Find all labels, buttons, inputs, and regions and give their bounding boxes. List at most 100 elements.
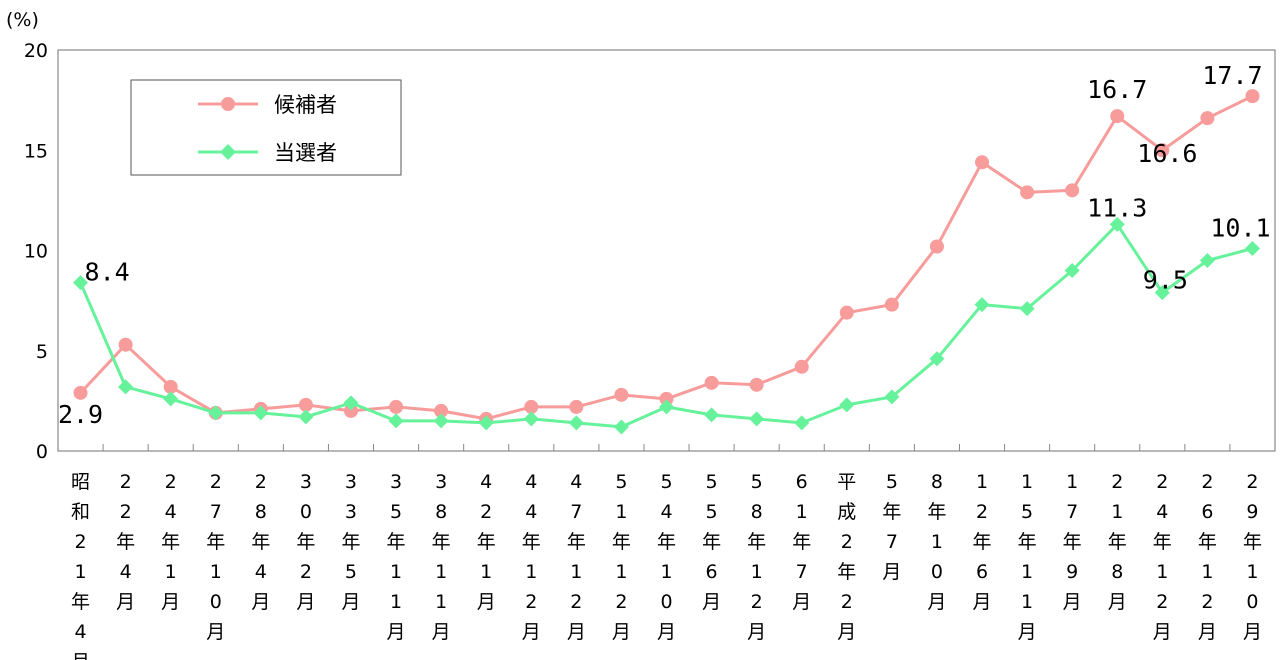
plot-area: [57, 49, 1276, 452]
legend: 候補者 当選者: [130, 79, 402, 176]
candidate-point: [163, 379, 178, 394]
elected-point: [613, 419, 629, 435]
data-label: 8.4: [85, 258, 130, 287]
candidate-point: [614, 387, 629, 402]
elected-point: [433, 413, 449, 429]
elected-point: [704, 407, 720, 423]
y-tick-label: 10: [24, 241, 48, 263]
candidate-point: [298, 397, 313, 412]
data-labels: 2.9 8.4 16.7 16.6 17.7 11.3 9.5 10.1: [58, 61, 1271, 429]
data-label: 10.1: [1210, 213, 1270, 242]
candidate-point: [343, 403, 358, 418]
series-layer: [73, 89, 1260, 435]
elected-point: [1019, 301, 1035, 317]
elected-point: [478, 415, 494, 431]
candidate-point: [749, 377, 764, 392]
elected-point: [1244, 240, 1260, 256]
y-tick-label: 5: [36, 341, 48, 363]
elected-point: [1109, 216, 1125, 232]
legend-marker-candidates: [221, 97, 235, 111]
data-label: 9.5: [1143, 266, 1188, 295]
candidate-point: [839, 305, 854, 320]
elected-point: [253, 405, 269, 421]
legend-marker-elected: [220, 144, 236, 160]
candidate-point: [1110, 109, 1125, 124]
elected-point: [749, 411, 765, 427]
candidate-point: [704, 375, 719, 390]
candidate-point: [118, 337, 133, 352]
data-label: 17.7: [1202, 61, 1262, 90]
candidate-point: [1155, 143, 1170, 158]
y-tick-label: 20: [24, 40, 48, 62]
y-unit-label: (%): [6, 9, 39, 31]
candidate-point: [524, 399, 539, 414]
data-label: 16.7: [1087, 75, 1147, 104]
candidate-point: [794, 359, 809, 374]
elected-point: [523, 411, 539, 427]
elected-point: [208, 405, 224, 421]
elected-point: [73, 275, 89, 291]
candidate-point: [884, 297, 899, 312]
elected-point: [839, 397, 855, 413]
elected-point: [343, 395, 359, 411]
data-label: 16.6: [1137, 139, 1197, 168]
elected-point: [974, 297, 990, 313]
elected-point: [884, 389, 900, 405]
candidate-point: [389, 399, 404, 414]
elected-point: [794, 415, 810, 431]
candidate-point: [975, 155, 990, 170]
candidate-point: [1200, 111, 1215, 126]
elected-point: [1199, 253, 1215, 269]
elected-point: [1154, 285, 1170, 301]
candidate-point: [929, 239, 944, 254]
elected-point: [298, 409, 314, 425]
y-tick-label: 0: [36, 441, 48, 463]
y-tick-label: 15: [24, 140, 48, 162]
candidate-point: [659, 391, 674, 406]
candidate-point: [1245, 89, 1260, 104]
elected-point: [163, 391, 179, 407]
legend-label-candidates: 候補者: [274, 93, 337, 117]
elected-point: [388, 413, 404, 429]
y-axis: 0 5 10 15 20: [24, 40, 48, 463]
x-tick-label: 平成 2 年 2 月: [837, 471, 856, 643]
elected-point: [659, 399, 674, 415]
x-tick-label: 昭和21年4月: [71, 471, 90, 660]
legend-box: [130, 79, 402, 176]
candidate-point: [434, 403, 449, 418]
data-label: 11.3: [1087, 193, 1147, 222]
elected-point: [568, 415, 584, 431]
legend-label-elected: 当選者: [274, 141, 337, 165]
candidate-point: [1020, 185, 1035, 200]
candidate-point: [569, 399, 584, 414]
candidate-point: [1065, 183, 1080, 198]
elected-point: [929, 351, 945, 367]
